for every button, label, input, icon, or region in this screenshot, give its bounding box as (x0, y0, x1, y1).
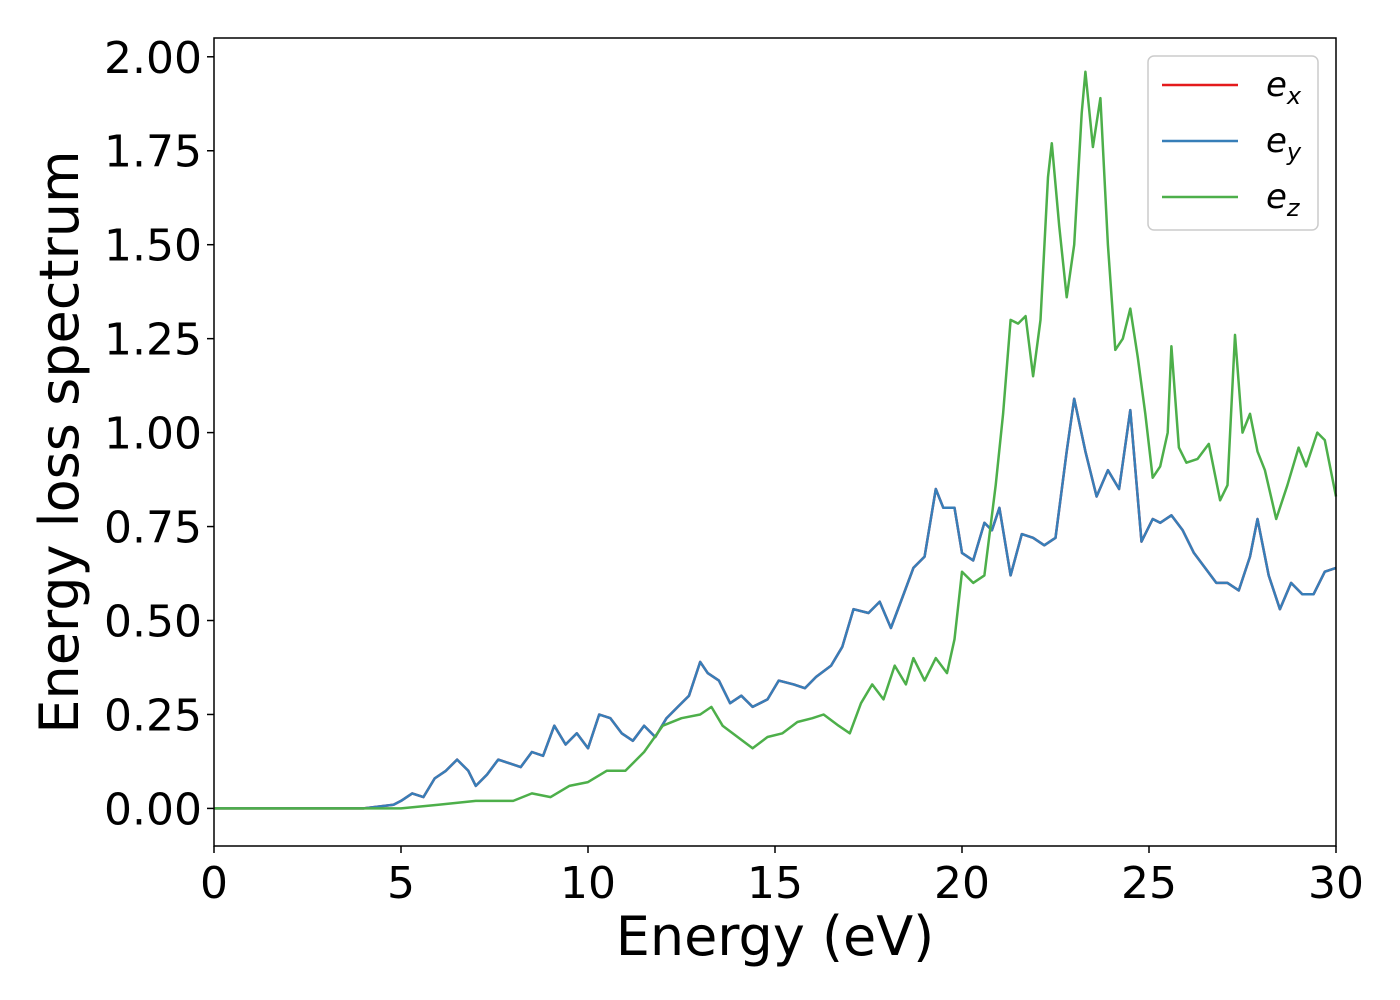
y-tick-label: 0.25 (104, 690, 202, 741)
y-tick-label: 2.00 (104, 33, 202, 84)
y-tick-label: 1.50 (104, 221, 202, 272)
legend: ex ey ez (1147, 55, 1319, 231)
x-tick-label: 15 (747, 858, 803, 909)
y-tick-label: 0.75 (104, 503, 202, 554)
x-tick-label: 5 (387, 858, 415, 909)
y-tick-label: 1.00 (104, 409, 202, 460)
x-axis-ticks: 0 5 10 15 20 25 30 (200, 846, 1364, 909)
x-tick-label: 0 (200, 858, 228, 909)
series-line-e-y (214, 397, 1337, 810)
y-tick-label: 0.00 (104, 784, 202, 835)
y-tick-label: 1.25 (104, 315, 202, 366)
y-axis-label: Energy loss spectrum (28, 150, 91, 733)
x-tick-label: 10 (560, 858, 616, 909)
x-tick-label: 25 (1121, 858, 1177, 909)
x-tick-label: 30 (1308, 858, 1364, 909)
legend-label-y: ey (1266, 121, 1302, 166)
y-tick-label: 0.50 (104, 597, 202, 648)
legend-label-x: ex (1266, 65, 1302, 110)
x-tick-label: 20 (934, 858, 990, 909)
series-line-e-x (214, 397, 1337, 810)
x-axis-label: Energy (eV) (616, 905, 935, 968)
y-tick-label: 1.75 (104, 127, 202, 178)
series-line-e-z (214, 70, 1338, 810)
series-layer (214, 70, 1338, 810)
legend-box (1147, 55, 1319, 231)
y-axis-ticks: 0.00 0.25 0.50 0.75 1.00 1.25 1.50 1.75 2.00 (104, 33, 214, 835)
legend-label-z: ez (1266, 177, 1301, 222)
